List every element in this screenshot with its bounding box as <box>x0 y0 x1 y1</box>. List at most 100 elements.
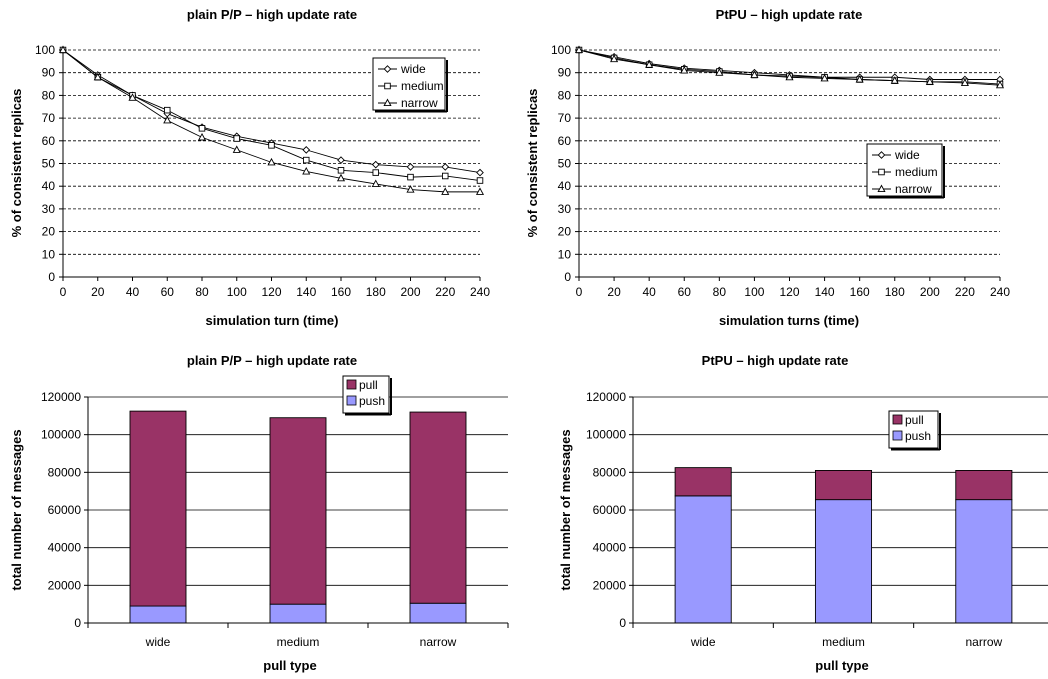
x-tick-label: 200 <box>920 285 940 299</box>
y-tick-label: 10 <box>558 247 572 261</box>
y-axis-label: % of consistent replicas <box>525 89 540 238</box>
bar-push-medium <box>814 499 873 624</box>
x-tick-label: 140 <box>296 285 316 299</box>
x-tick-label: 140 <box>815 285 835 299</box>
data-point-narrow <box>406 185 415 193</box>
y-tick-label: 70 <box>42 111 56 125</box>
x-axis-label: simulation turn (time) <box>206 313 339 328</box>
data-point-wide <box>441 163 450 171</box>
legend-swatch-push <box>892 430 903 441</box>
y-tick-label: 10 <box>42 247 56 261</box>
bar-push-wide <box>129 605 187 624</box>
x-tick-label: 40 <box>126 285 140 299</box>
data-point-narrow <box>820 73 829 82</box>
x-tick-label: 220 <box>955 285 975 299</box>
y-tick-label: 50 <box>558 157 572 171</box>
data-point-narrow <box>610 54 619 63</box>
bar-pull-narrow <box>409 411 467 604</box>
x-tick-label: 200 <box>400 285 420 299</box>
legend-label-narrow: narrow <box>401 96 438 110</box>
x-tick-label: 60 <box>678 285 692 299</box>
legend-label-narrow: narrow <box>895 182 932 196</box>
data-point-narrow <box>890 76 899 84</box>
data-point-narrow <box>855 75 864 83</box>
x-tick-label: 160 <box>331 285 351 299</box>
y-tick-label: 60 <box>558 134 572 148</box>
data-point-narrow <box>371 179 380 187</box>
bar-push-narrow <box>955 499 1013 624</box>
data-point-medium <box>337 167 345 174</box>
data-point-medium <box>442 172 449 180</box>
chart-plain-pp-messages: plain P/P – high update rate total numbe… <box>0 340 520 679</box>
x-tick-label: 240 <box>990 285 1010 299</box>
y-tick-label: 60000 <box>593 503 627 517</box>
y-tick-label: 40 <box>558 179 572 193</box>
data-point-wide <box>406 163 415 171</box>
data-point-medium <box>163 106 171 114</box>
data-point-medium <box>198 125 206 132</box>
y-tick-label: 80 <box>42 88 56 102</box>
x-tick-label: 0 <box>576 285 583 299</box>
y-tick-label: 70 <box>558 111 572 125</box>
y-tick-label: 60 <box>42 134 56 148</box>
x-tick-label: medium <box>822 635 865 649</box>
data-point-narrow <box>785 72 794 81</box>
y-tick-label: 80000 <box>593 465 627 479</box>
bar-push-wide <box>674 495 732 624</box>
y-tick-label: 20 <box>42 225 56 239</box>
bar-pull-wide <box>129 410 187 607</box>
x-tick-label: 240 <box>470 285 490 299</box>
chart-title: PtPU – high update rate <box>702 353 849 368</box>
data-point-narrow <box>925 77 934 85</box>
legend-marker-medium <box>384 82 391 90</box>
data-point-narrow <box>232 145 241 153</box>
y-tick-label: 50 <box>42 157 56 171</box>
y-tick-label: 0 <box>74 616 81 630</box>
data-point-narrow <box>336 173 346 182</box>
legend-label-wide: wide <box>400 62 426 76</box>
data-point-narrow <box>574 45 584 54</box>
legend-marker-medium <box>878 168 885 176</box>
data-point-medium <box>372 169 380 176</box>
bar-pull-medium <box>269 417 327 605</box>
bar-push-narrow <box>409 602 467 624</box>
y-tick-label: 20000 <box>48 578 82 592</box>
legend-label-pull: pull <box>905 413 924 427</box>
data-point-narrow <box>197 132 207 141</box>
y-tick-label: 20 <box>558 225 572 239</box>
chart-ptpu-consistency-svg: PtPU – high update rate % of consistent … <box>525 7 1010 328</box>
y-tick-label: 100 <box>551 43 571 57</box>
legend-marker-wide <box>383 65 392 73</box>
y-tick-label: 30 <box>42 202 56 216</box>
data-point-narrow <box>995 80 1005 89</box>
legend-label-medium: medium <box>401 79 444 93</box>
y-tick-label: 100 <box>35 43 55 57</box>
chart-ptpu-messages: PtPU – high update rate total number of … <box>520 340 1048 679</box>
legend-label-push: push <box>359 394 385 408</box>
x-tick-label: 40 <box>642 285 656 299</box>
y-tick-label: 40000 <box>48 541 82 555</box>
x-tick-label: 120 <box>779 285 799 299</box>
legend-label-push: push <box>905 429 931 443</box>
bar-pull-narrow <box>955 469 1013 501</box>
y-axis-label: total number of messages <box>558 429 573 590</box>
x-tick-label: wide <box>145 635 171 649</box>
data-point-narrow <box>441 187 450 195</box>
data-point-narrow <box>960 78 969 86</box>
chart-title: PtPU – high update rate <box>716 7 863 22</box>
y-tick-label: 120000 <box>41 390 81 404</box>
x-tick-label: narrow <box>965 635 1002 649</box>
data-point-narrow <box>680 65 689 74</box>
x-tick-label: 100 <box>227 285 247 299</box>
y-tick-label: 120000 <box>586 390 626 404</box>
legend-swatch-pull <box>892 414 903 425</box>
y-tick-label: 20000 <box>593 578 627 592</box>
x-axis-label: pull type <box>263 658 316 673</box>
data-point-narrow <box>302 166 311 175</box>
x-axis-label: pull type <box>815 658 868 673</box>
data-point-medium <box>303 156 310 164</box>
y-tick-label: 0 <box>48 270 55 284</box>
legend-swatch-pull <box>346 379 357 390</box>
x-tick-label: 180 <box>366 285 386 299</box>
legend-swatch-push <box>346 395 357 406</box>
